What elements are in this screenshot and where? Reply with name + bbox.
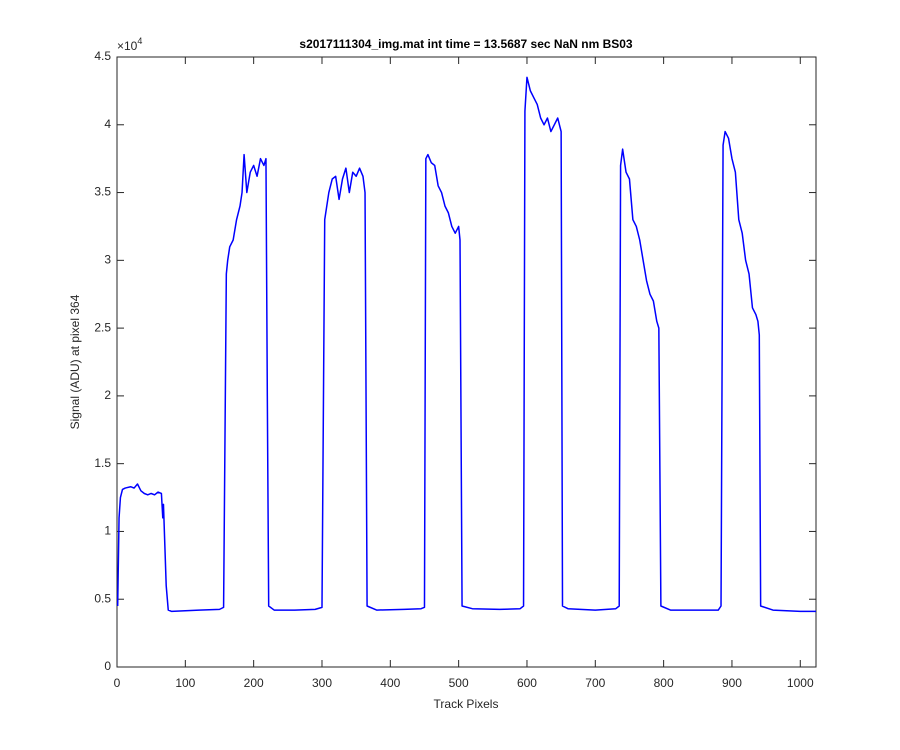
x-tick-label: 300 xyxy=(312,676,332,690)
y-axis-label: Signal (ADU) at pixel 364 xyxy=(68,294,82,429)
y-tick-label: 2.5 xyxy=(94,320,111,334)
x-tick-label: 400 xyxy=(380,676,400,690)
chart-title: s2017111304_img.mat int time = 13.5687 s… xyxy=(299,37,633,51)
data-line xyxy=(116,76,816,613)
y-multiplier-exponent: 4 xyxy=(137,36,142,46)
x-tick-label: 700 xyxy=(585,676,605,690)
x-tick-label: 0 xyxy=(114,676,121,690)
y-tick-label: 3 xyxy=(104,253,111,267)
y-tick-label: 0.5 xyxy=(94,591,111,605)
x-tick-label: 900 xyxy=(722,676,742,690)
y-tick-label: 3.5 xyxy=(94,185,111,199)
x-tick-label: 200 xyxy=(244,676,264,690)
y-tick-label: 4 xyxy=(104,117,111,131)
y-tick-label: 0 xyxy=(104,659,111,673)
y-tick-label: 1 xyxy=(104,524,111,538)
y-multiplier-base: ×10 xyxy=(117,39,138,53)
y-multiplier: ×104 xyxy=(117,36,142,53)
x-tick-label: 1000 xyxy=(787,676,814,690)
x-tick-label: 600 xyxy=(517,676,537,690)
x-axis-label: Track Pixels xyxy=(434,697,499,711)
y-tick-label: 1.5 xyxy=(94,456,111,470)
x-tick-label: 800 xyxy=(654,676,674,690)
axes-box xyxy=(116,56,817,668)
y-tick-label: 4.5 xyxy=(94,49,111,63)
y-tick-label: 2 xyxy=(104,388,111,402)
x-tick-label: 100 xyxy=(175,676,195,690)
x-tick-label: 500 xyxy=(449,676,469,690)
